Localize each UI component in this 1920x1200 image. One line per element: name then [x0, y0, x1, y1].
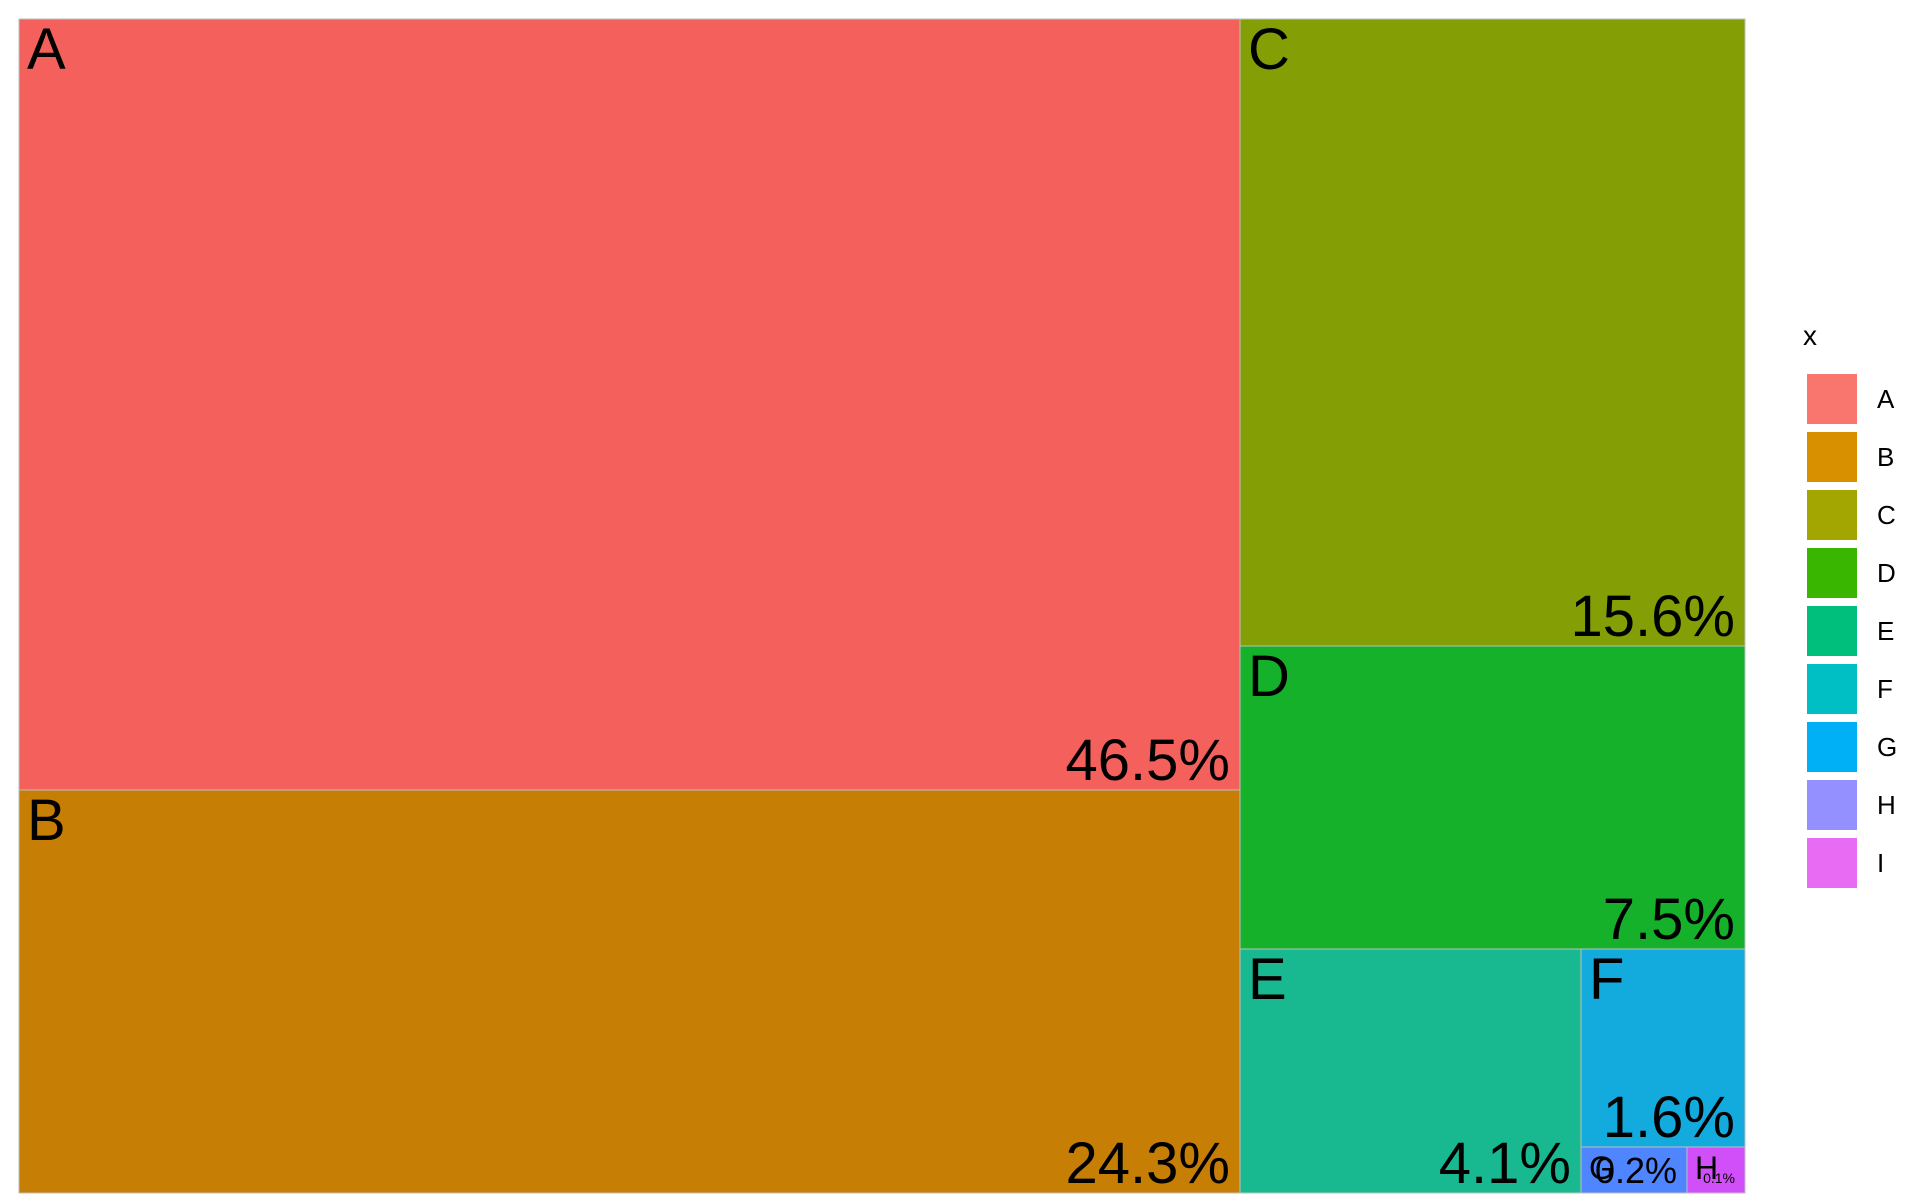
- legend-label-i: I: [1877, 848, 1884, 878]
- tile-rect-b: [18, 789, 1241, 1194]
- tile-name-e: E: [1248, 947, 1287, 1012]
- tile-a: A 46.5%: [18, 17, 1241, 793]
- legend-item-c: C: [1805, 488, 1896, 542]
- tile-b: B 24.3%: [18, 788, 1241, 1196]
- legend-swatch-c: [1805, 488, 1859, 542]
- legend-item-d: D: [1805, 546, 1896, 600]
- tile-h: H0.1%: [1686, 1146, 1746, 1194]
- tile-rect-a: [18, 18, 1241, 791]
- tile-name-h: H: [1695, 1150, 1718, 1186]
- legend-item-b: B: [1805, 430, 1894, 484]
- tile-value-g: 0.2%: [1595, 1150, 1677, 1191]
- legend-swatch-i: [1805, 836, 1859, 890]
- legend-swatch-e: [1805, 604, 1859, 658]
- tile-d: D 7.5%: [1239, 644, 1746, 952]
- tile-value-b: 24.3%: [1066, 1131, 1230, 1196]
- tile-rect-g: [1580, 1146, 1688, 1194]
- legend-title: x: [1803, 320, 1817, 351]
- tile-value-d: 7.5%: [1603, 887, 1735, 952]
- legend-label-f: F: [1877, 674, 1893, 704]
- legend-item-e: E: [1805, 604, 1894, 658]
- tile-c: C 15.6%: [1239, 17, 1746, 649]
- legend-label-g: G: [1877, 732, 1897, 762]
- tile-rect-e: [1239, 948, 1582, 1194]
- tile-g: G0.2%: [1580, 1146, 1688, 1194]
- tile-value-e: 4.1%: [1439, 1131, 1571, 1196]
- legend-item-a: A: [1805, 372, 1895, 426]
- tile-value-f: 1.6%: [1603, 1085, 1735, 1150]
- tile-name-b: B: [27, 788, 66, 853]
- legend-label-e: E: [1877, 616, 1894, 646]
- tile-name-c: C: [1248, 17, 1290, 82]
- tile-rect-f: [1580, 948, 1746, 1148]
- tile-value-a: 46.5%: [1066, 728, 1230, 793]
- legend-label-c: C: [1877, 500, 1896, 530]
- tile-rect-h: [1686, 1146, 1746, 1194]
- legend-item-g: G: [1805, 720, 1897, 774]
- legend-label-h: H: [1877, 790, 1896, 820]
- tile-name-a: A: [27, 17, 66, 82]
- treemap-tiles: A46.5%B24.3%C15.6%D7.5%E4.1%F1.6%G0.2% H0…: [18, 17, 1746, 1196]
- legend-swatch-h: [1805, 778, 1859, 832]
- tile-rect-c: [1239, 18, 1746, 647]
- legend-swatch-b: [1805, 430, 1859, 484]
- tile-f: F 1.6%: [1580, 947, 1746, 1150]
- tile-name-f: F: [1589, 947, 1624, 1012]
- legend-swatch-g: [1805, 720, 1859, 774]
- legend-swatch-d: [1805, 546, 1859, 600]
- tile-name-d: D: [1248, 644, 1290, 709]
- legend-item-h: H: [1805, 778, 1896, 832]
- tile-value-h: 0.1%: [1703, 1170, 1735, 1186]
- tile-e: E 4.1%: [1239, 947, 1582, 1196]
- tile-rect-d: [1239, 645, 1746, 950]
- legend-swatch-a: [1805, 372, 1859, 426]
- legend-label-a: A: [1877, 384, 1895, 414]
- legend-label-d: D: [1877, 558, 1896, 588]
- legend-label-b: B: [1877, 442, 1894, 472]
- legend-item-i: I: [1805, 836, 1884, 890]
- tile-name-g: G: [1589, 1150, 1614, 1186]
- tile-value-c: 15.6%: [1571, 584, 1735, 649]
- legend-item-f: F: [1805, 662, 1893, 716]
- legend-swatch-f: [1805, 662, 1859, 716]
